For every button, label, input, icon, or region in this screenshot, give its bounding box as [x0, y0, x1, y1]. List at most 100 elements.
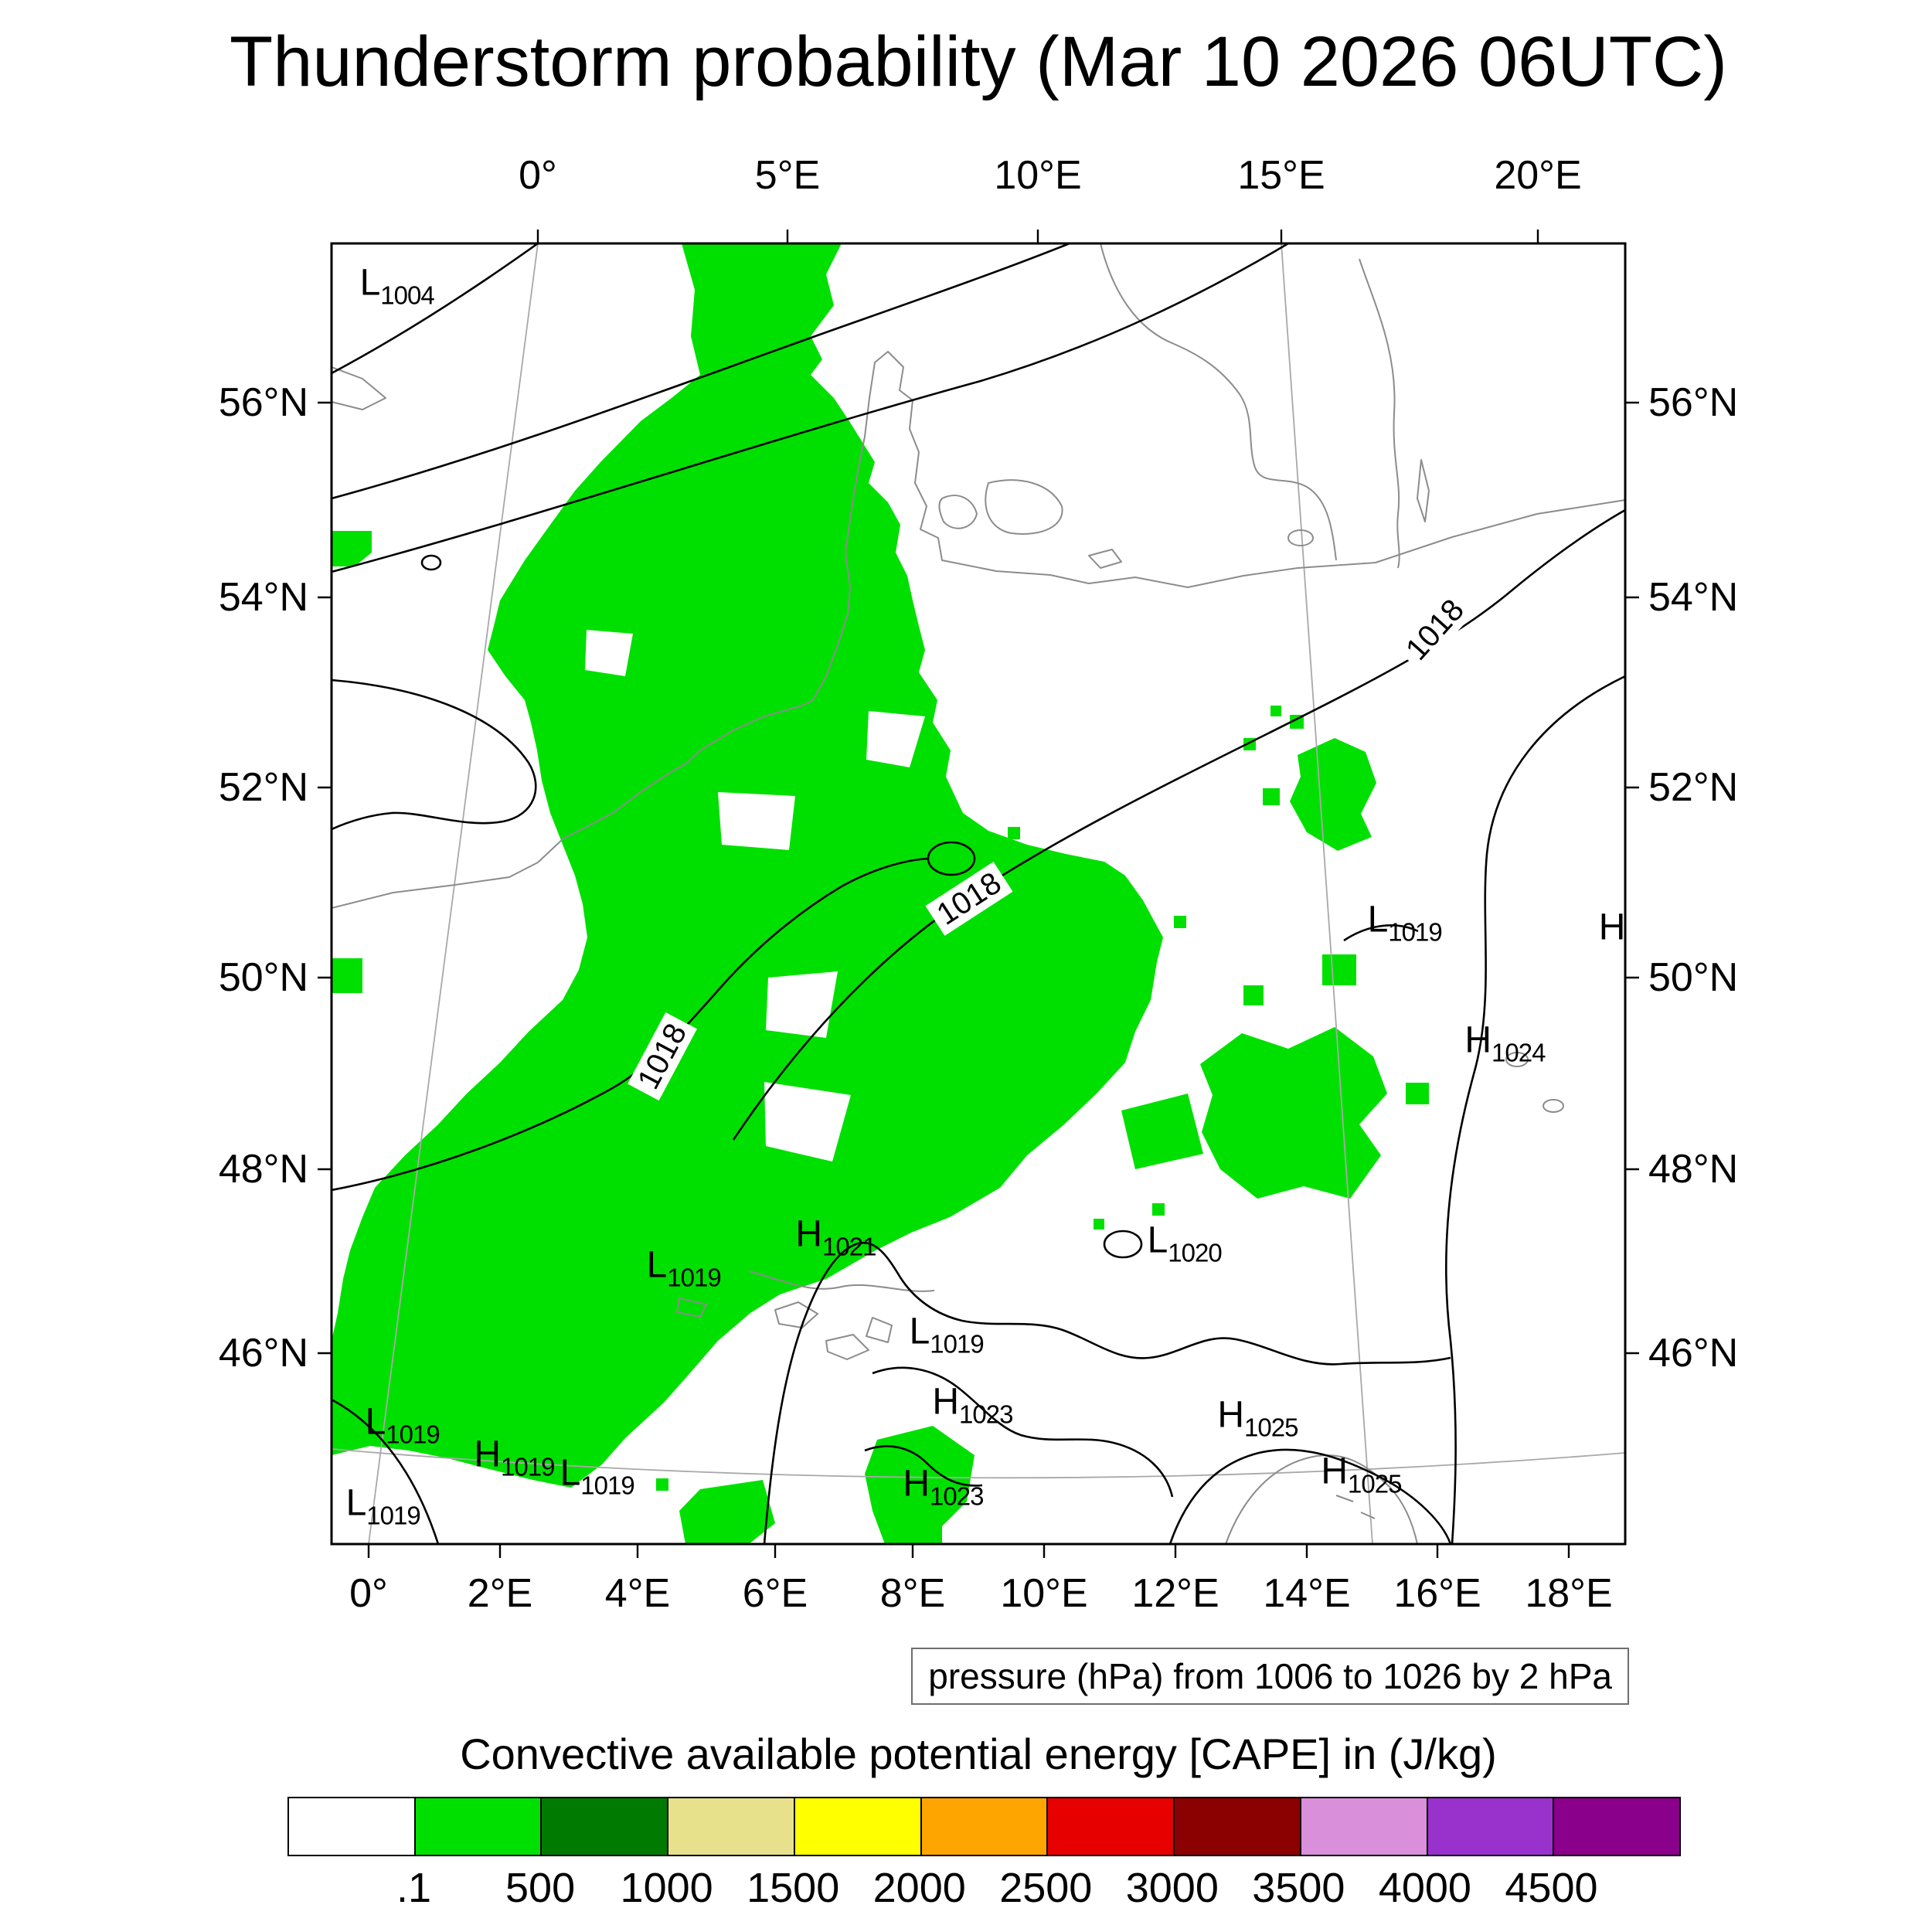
- isobar: [872, 1366, 1174, 1498]
- isobar-1018: [332, 857, 929, 1192]
- colorbar-cell: [413, 1798, 541, 1855]
- coastline: [1225, 1454, 1418, 1544]
- cape-region: [1200, 1027, 1387, 1199]
- cape-pixel: [1174, 916, 1186, 928]
- lake: [866, 1317, 893, 1343]
- border-line: [748, 1270, 935, 1292]
- pressure-center-label: H1023: [903, 1465, 984, 1509]
- colorbar-cell: [667, 1798, 794, 1855]
- map-canvas: [318, 230, 1639, 1558]
- coastline: [1417, 459, 1430, 522]
- pressure-center-value: 1019: [366, 1501, 420, 1530]
- pressure-center-letter: H: [1321, 1451, 1349, 1492]
- colorbar-cell: [1173, 1798, 1300, 1855]
- pressure-center-value: 1024: [1492, 1038, 1546, 1067]
- axis-tick-label: 5°E: [754, 153, 821, 198]
- pressure-center-label: H1019: [474, 1434, 555, 1480]
- pressure-center-label: L1019: [1367, 899, 1443, 945]
- page-title: Thunderstorm probability (Mar 10 2026 06…: [230, 22, 1727, 101]
- colorbar-tick-label: 3000: [1125, 1865, 1219, 1911]
- axis-tick-label: 12°E: [1131, 1571, 1219, 1616]
- cape-pixel: [1008, 827, 1020, 839]
- pressure-center-letter: L: [345, 1482, 367, 1524]
- isobar: [332, 679, 537, 831]
- pressure-center-letter: L: [560, 1452, 581, 1494]
- colorbar-tick-label: 2500: [999, 1865, 1093, 1911]
- isobar-1018: [732, 509, 1625, 1141]
- isobar: [1168, 1448, 1452, 1544]
- axis-tick-label: 4°E: [604, 1571, 671, 1616]
- pressure-center-letter: L: [365, 1401, 386, 1443]
- pressure-center-letter: H: [474, 1434, 502, 1475]
- axis-tick-label: 50°N: [1648, 955, 1739, 1000]
- axis-tick-label: 10°E: [994, 153, 1082, 198]
- pressure-center-value: 1025: [1348, 1469, 1402, 1498]
- pressure-center-value: 1019: [667, 1263, 721, 1292]
- cape-region: [1290, 738, 1376, 851]
- pressure-center-letter: H: [1217, 1394, 1245, 1436]
- axis-tick-label: 48°N: [218, 1147, 308, 1192]
- isobar: [1343, 924, 1419, 942]
- pressure-center-value: 1004: [380, 281, 434, 310]
- coastline: [938, 495, 978, 529]
- coastline-layer: [332, 243, 1625, 1544]
- axis-tick-label: 20°E: [1494, 153, 1582, 198]
- isobar-loop: [420, 554, 442, 571]
- axis-tick-label: 52°N: [1648, 765, 1739, 810]
- coastline: [1100, 243, 1337, 561]
- cape-pixel: [1270, 706, 1281, 716]
- pressure-center-label: L1019: [365, 1401, 440, 1447]
- axis-ticks: [318, 230, 1639, 1558]
- coastline: [1088, 549, 1122, 569]
- isobar: [332, 1398, 440, 1544]
- axis-tick-label: 2°E: [467, 1571, 533, 1616]
- pressure-center-letter: L: [909, 1311, 930, 1352]
- pressure-center-label: H1024: [1464, 1022, 1546, 1066]
- cape-pixel: [1406, 1083, 1429, 1104]
- cape-pixel: [1322, 954, 1356, 985]
- axis-tick-label: 56°N: [1648, 380, 1739, 425]
- pressure-center-label: H1025: [1321, 1451, 1402, 1497]
- axis-tick-label: 15°E: [1237, 153, 1325, 198]
- axis-tick-label: 16°E: [1393, 1571, 1481, 1616]
- pressure-center-label: L1020: [1148, 1222, 1223, 1266]
- colorbar-tick-label: 1500: [747, 1865, 840, 1911]
- lake: [676, 1298, 707, 1318]
- pressure-center-label: L1019: [646, 1244, 722, 1291]
- coastline: [985, 479, 1063, 535]
- colorbar-tick-label: 4500: [1505, 1865, 1598, 1911]
- pressure-center-value: 1019: [1388, 917, 1442, 947]
- pressure-center-label: H1025: [1217, 1394, 1298, 1440]
- colorbar-cell: [289, 1798, 414, 1855]
- cape-pixel: [656, 1478, 668, 1491]
- graticule-layer: [332, 243, 1625, 1544]
- coastline: [1359, 258, 1400, 569]
- pressure-center-value: 1021: [822, 1232, 876, 1261]
- pressure-center-value: 1019: [580, 1471, 634, 1500]
- coastline: [332, 351, 1625, 909]
- pressure-center-letter: L: [646, 1244, 668, 1286]
- axis-tick-label: 54°N: [218, 575, 308, 620]
- pressure-center-label: L1004: [360, 264, 435, 308]
- pressure-caption: pressure (hPa) from 1006 to 1026 by 2 hP…: [911, 1648, 1629, 1705]
- axis-tick-label: 0°: [349, 1571, 388, 1616]
- axis-tick-label: 18°E: [1525, 1571, 1613, 1616]
- isobar: [763, 1241, 1451, 1544]
- colorbar-cell: [540, 1798, 668, 1855]
- axis-tick-label: 48°N: [1648, 1147, 1739, 1192]
- pressure-center-value: 1019: [930, 1329, 984, 1359]
- pressure-center-letter: L: [1367, 899, 1389, 940]
- pressure-center-letter: H: [1598, 906, 1626, 948]
- cape-fill-layer: [332, 243, 1429, 1544]
- coastline: [1287, 529, 1314, 546]
- pressure-center-value: 1023: [959, 1400, 1013, 1429]
- pressure-center-value: 1020: [1168, 1238, 1222, 1267]
- coastline: [332, 366, 386, 410]
- pressure-center-value: 1019: [501, 1452, 555, 1481]
- cape-pixel: [1243, 985, 1264, 1005]
- axis-tick-label: 52°N: [218, 765, 308, 810]
- colorbar-cell: [1299, 1798, 1427, 1855]
- axis-tick-label: 0°: [519, 153, 557, 198]
- colorbar-tick-label: 500: [505, 1865, 576, 1911]
